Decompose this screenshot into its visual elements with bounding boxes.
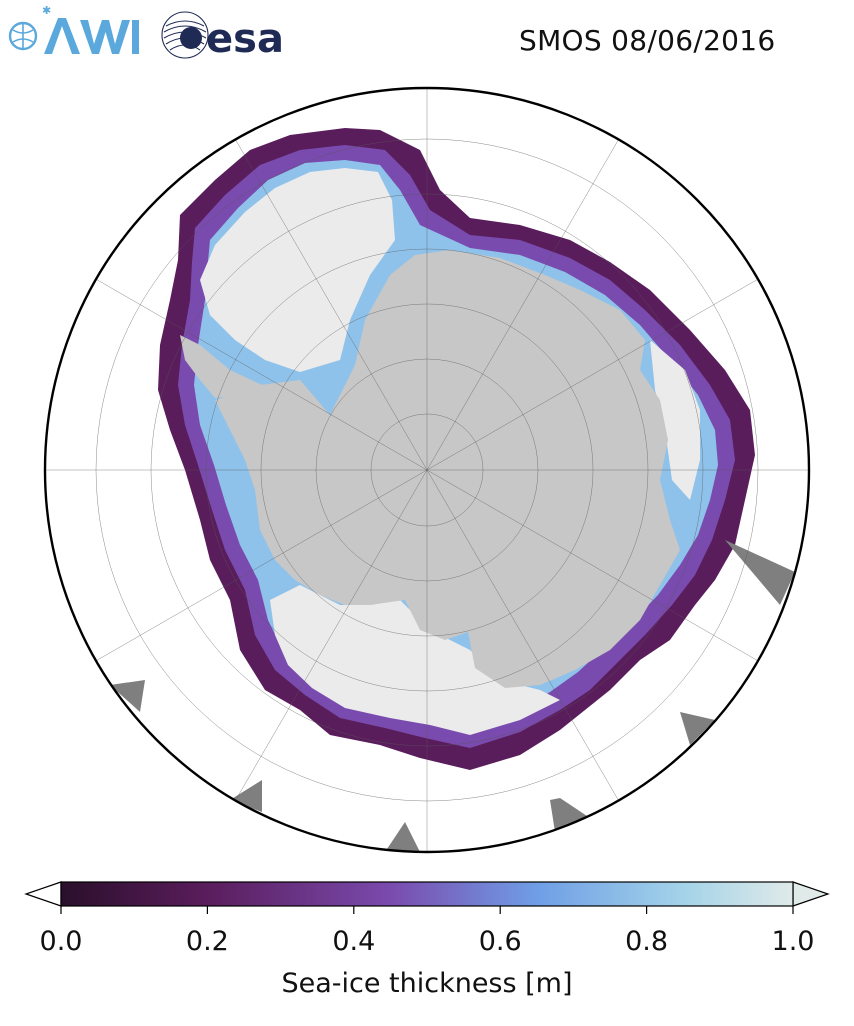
colorbar-tick-label-5: 1.0 xyxy=(772,926,815,957)
colorbar-extend-high xyxy=(792,881,830,907)
missing-data xyxy=(110,540,795,852)
colorbar-tick-label-2: 0.4 xyxy=(332,926,375,957)
map-boundary xyxy=(43,86,811,854)
esa-logo: esa xyxy=(161,11,284,62)
colorbar-tick-label-1: 0.2 xyxy=(186,926,229,957)
svg-text:esa: esa xyxy=(206,16,284,62)
sea-ice-map xyxy=(43,86,811,854)
colorbar-extend-low xyxy=(24,881,62,907)
graticule-meridians xyxy=(45,88,809,852)
antarctic-peninsula xyxy=(180,335,262,398)
colorbar-label: Sea-ice thickness [m] xyxy=(281,968,572,999)
thick-ice-east xyxy=(650,340,700,500)
thick-ice-ross xyxy=(270,585,560,735)
colorbar-tick-label-4: 0.8 xyxy=(625,926,668,957)
colorbar-gradient xyxy=(60,881,794,907)
awi-logo: ✱ xyxy=(8,6,139,54)
svg-text:✱: ✱ xyxy=(42,6,51,17)
thick-ice-weddell xyxy=(200,168,395,372)
antarctica-land xyxy=(215,250,680,688)
colorbar-tick-label-0: 0.0 xyxy=(40,926,83,957)
colorbar: 0.0 0.2 0.4 0.6 0.8 1.0 Sea-ice thickness [m] xyxy=(24,881,830,999)
map-title: SMOS 08/06/2016 xyxy=(519,24,776,57)
colorbar-tick-label-3: 0.6 xyxy=(479,926,522,957)
